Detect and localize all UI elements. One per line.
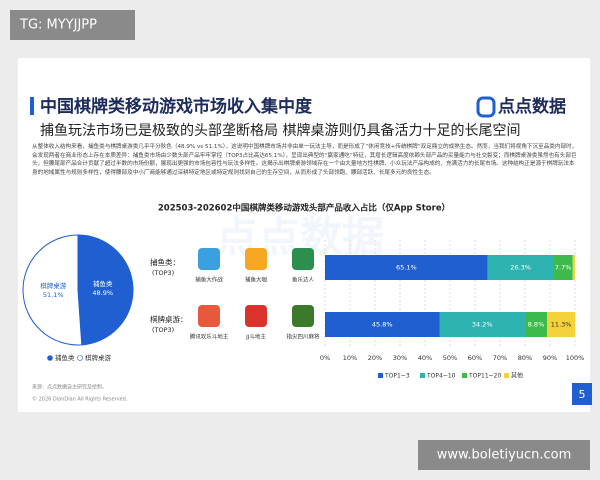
bar-value-label: 34.2%: [472, 321, 493, 329]
legend-label: 其他: [511, 372, 523, 380]
source: 来源：点点数据自主研究及绘制。: [32, 384, 107, 391]
tag: TG: MYYJJPP: [19, 18, 97, 33]
x-tick-label: 0%: [320, 354, 330, 362]
game-name: JJ斗地主: [245, 333, 266, 341]
game-name: 捕鱼大咖: [245, 276, 268, 284]
x-tick-label: 10%: [343, 354, 357, 362]
title-bar: [30, 97, 34, 115]
legend-swatch: [47, 355, 53, 361]
bar-value-label: 65.1%: [396, 264, 417, 272]
game-icon: [292, 248, 314, 270]
bar-value-label: 45.8%: [372, 321, 393, 329]
legend-label: TOP1~3: [384, 373, 410, 380]
x-tick-label: 60%: [468, 354, 482, 362]
bar-segment: [525, 312, 547, 337]
legend-swatch: [420, 373, 425, 378]
game-name: 捕鱼大作战: [195, 276, 223, 284]
x-tick-label: 30%: [393, 354, 407, 362]
chart-title: 202503-202602中国棋牌类移动游戏头部产品收入占比（仅App Stor…: [158, 203, 450, 214]
game-icon: [245, 305, 267, 327]
title: 中国棋牌类移动游戏市场收入集中度: [40, 96, 313, 117]
category-sub: (TOP3): [152, 269, 174, 277]
subtitle: 捕鱼玩法市场已是极致的头部垄断格局 棋牌桌游则仍具备活力十足的长尾空间: [40, 122, 520, 139]
bar-value-label: 7.7%: [555, 264, 572, 272]
copyright: © 2026 DianDian All Rights Reserved.: [32, 396, 128, 403]
x-tick-label: 40%: [418, 354, 432, 362]
slide: [18, 58, 590, 412]
logo-icon: [476, 96, 496, 118]
legend-label: 棋牌桌游: [85, 353, 112, 362]
bar-segment: [487, 255, 554, 280]
game-icon: [292, 305, 314, 327]
game-name: 腾讯欢乐斗地主: [190, 333, 229, 341]
category-label: 棋牌桌游：: [150, 314, 188, 324]
bar-segment: [553, 255, 573, 280]
pie-value-label: 51.1%: [43, 291, 64, 299]
legend-swatch: [77, 355, 83, 361]
x-tick-label: 70%: [493, 354, 507, 362]
x-tick-label: 20%: [368, 354, 382, 362]
bar-segment: [439, 312, 525, 337]
bar-segment: [325, 255, 488, 280]
legend-swatch: [462, 373, 467, 378]
game-icon: [198, 305, 220, 327]
page-number: 5: [579, 388, 586, 401]
legend-label: 捕鱼类: [55, 353, 75, 362]
site-box: [418, 440, 590, 470]
category-label: 捕鱼类：: [150, 257, 180, 267]
logo: 点点数据: [498, 96, 566, 117]
bar-segment: [325, 312, 440, 337]
bar-segment: [547, 312, 576, 337]
x-tick-label: 50%: [443, 354, 457, 362]
game-name: 指尖四川麻将: [286, 333, 320, 341]
bar-value-label: 11.3%: [551, 321, 572, 329]
pie-value-label: 48.9%: [92, 289, 113, 297]
pie-category: 棋牌桌游: [40, 281, 67, 290]
x-tick-label: 80%: [518, 354, 532, 362]
legend-label: TOP11~20: [468, 373, 501, 380]
page-box: [572, 383, 592, 405]
bar-segment: [572, 255, 575, 280]
bar-value-label: 8.8%: [528, 321, 545, 329]
site: www.boletiyucn.com: [437, 448, 572, 463]
category-sub: (TOP3): [152, 326, 174, 334]
game-icon: [198, 248, 220, 270]
pie-slice: [22, 234, 83, 346]
pie-slice: [77, 234, 134, 346]
pie-category: 捕鱼类: [93, 279, 113, 288]
legend-swatch: [378, 373, 383, 378]
x-tick-label: 100%: [566, 354, 585, 362]
x-tick-label: 90%: [543, 354, 557, 362]
game-name: 鱼乐达人: [292, 276, 315, 284]
legend-swatch: [504, 373, 509, 378]
bar-value-label: 26.3%: [510, 264, 531, 272]
tag-box: [10, 10, 135, 40]
legend-label: TOP4~10: [426, 373, 456, 380]
game-icon: [245, 248, 267, 270]
body-text: 从整体收入结构来看，捕鱼类与棋牌桌游类几乎平分秋色（48.9% vs 51.1%…: [32, 144, 578, 177]
